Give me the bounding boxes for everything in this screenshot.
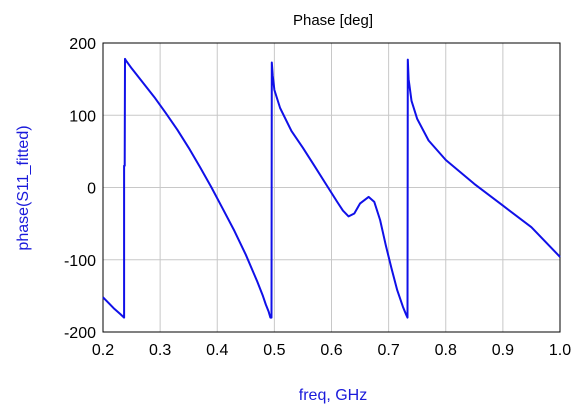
- x-tick-label: 0.7: [378, 342, 400, 359]
- x-tick-label: 0.5: [263, 342, 285, 359]
- x-tick-label: 0.9: [492, 342, 514, 359]
- x-tick-label: 0.8: [435, 342, 457, 359]
- x-tick-label: 1.0: [549, 342, 571, 359]
- y-tick-label: 200: [69, 36, 96, 53]
- x-tick-labels: 0.2 0.3 0.4 0.5 0.6 0.7 0.8 0.9 1.0: [92, 342, 571, 359]
- y-tick-label: -200: [64, 325, 96, 342]
- gridlines: [102, 42, 561, 333]
- y-tick-label: -100: [64, 253, 96, 270]
- series-line: [102, 57, 561, 319]
- y-tick-label: 0: [87, 181, 96, 198]
- x-axis-label: freq, GHz: [299, 387, 367, 404]
- y-axis-label: phase(S11_fitted): [15, 125, 32, 250]
- y-tick-labels: -200 -100 0 100 200: [64, 36, 96, 342]
- x-tick-label: 0.2: [92, 342, 114, 359]
- x-tick-label: 0.6: [320, 342, 342, 359]
- x-tick-label: 0.4: [206, 342, 228, 359]
- chart-title: Phase [deg]: [293, 12, 373, 29]
- x-tick-label: 0.3: [149, 342, 171, 359]
- plot-frame: [102, 42, 561, 333]
- y-tick-label: 100: [69, 108, 96, 125]
